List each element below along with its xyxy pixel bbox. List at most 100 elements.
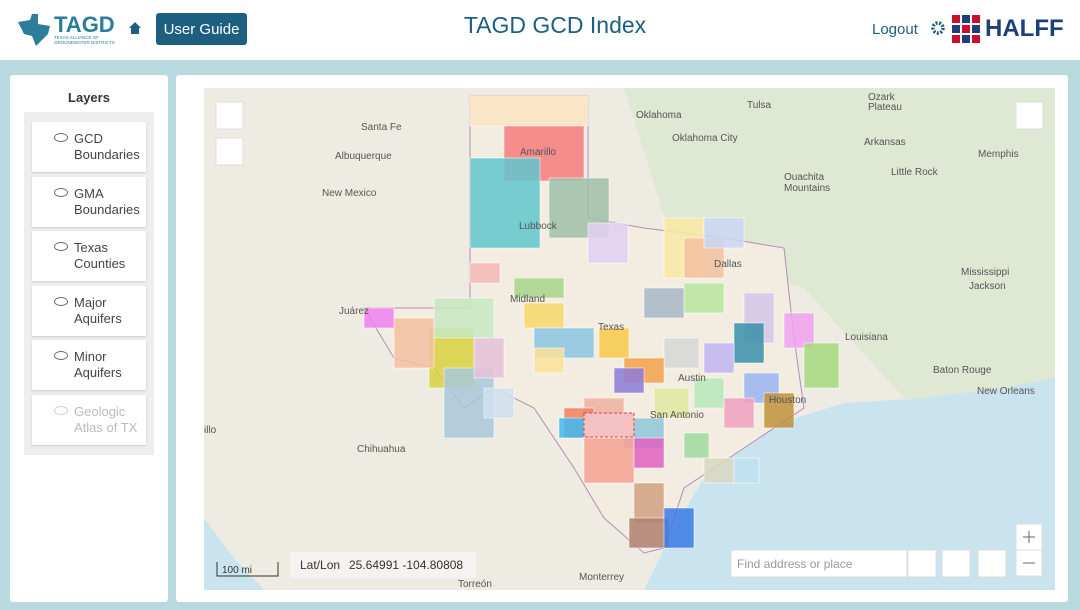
eye-icon xyxy=(54,351,68,360)
map-label: Midland xyxy=(510,294,545,305)
map-label: New Orleans xyxy=(977,386,1035,397)
gcd-district xyxy=(363,307,395,329)
gcd-district xyxy=(469,157,541,249)
print-button[interactable] xyxy=(215,137,244,166)
map-label: Texas xyxy=(598,322,624,333)
map-label: Lubbock xyxy=(519,221,558,232)
header: TAGD TEXAS ALLIANCE OF GROUNDWATER DISTR… xyxy=(0,0,1080,60)
scale-bar xyxy=(216,562,279,577)
layer-item[interactable]: GMA Boundaries xyxy=(32,176,146,227)
coords-value: 25.64991 -104.80808 xyxy=(349,558,463,572)
eye-icon xyxy=(54,405,68,415)
coords-box xyxy=(290,552,476,578)
map-label: Santa Fe xyxy=(361,122,402,133)
map-label: Dallas xyxy=(714,259,742,270)
legend-button[interactable] xyxy=(215,101,244,130)
gcd-district xyxy=(583,437,635,484)
gcd-district xyxy=(703,217,745,249)
eye-icon xyxy=(54,133,68,142)
map-label: illo xyxy=(204,425,217,436)
home-icon[interactable] xyxy=(128,21,142,35)
layer-item[interactable]: Texas Counties xyxy=(32,231,146,281)
eye-icon xyxy=(54,296,68,306)
coords-label: Lat/Lon xyxy=(300,558,340,572)
gcd-district xyxy=(703,342,735,374)
map-label: Plateau xyxy=(868,102,902,113)
map-label: Louisiana xyxy=(845,332,888,343)
gcd-district xyxy=(469,95,589,127)
map-label: Little Rock xyxy=(891,167,939,178)
map-label: Albuquerque xyxy=(335,151,392,162)
layer-item[interactable]: Geologic Atlas of TX xyxy=(32,394,146,445)
map-label: San Antonio xyxy=(650,410,704,421)
gcd-district xyxy=(653,387,690,419)
basemap-button[interactable] xyxy=(1015,101,1044,130)
logout-link[interactable]: Logout xyxy=(872,21,918,38)
gcd-district xyxy=(587,222,629,264)
gcd-district xyxy=(628,517,670,549)
map-label: New Mexico xyxy=(322,188,377,199)
layer-label: Minor Aquifers xyxy=(74,349,122,380)
user-guide-button[interactable]: User Guide xyxy=(156,13,247,45)
gcd-district xyxy=(469,262,501,284)
brand-icon xyxy=(952,15,980,43)
gcd-district xyxy=(683,432,710,459)
map-tool-button[interactable] xyxy=(977,549,1007,578)
map-label: Chihuahua xyxy=(357,444,406,455)
map-label: Torreón xyxy=(458,579,492,590)
eye-icon xyxy=(54,242,68,251)
settings-icon[interactable] xyxy=(931,21,945,35)
zoom-icons xyxy=(1023,531,1035,564)
map-label: Monterrey xyxy=(579,572,624,583)
layer-label: GCD Boundaries xyxy=(74,131,140,162)
gcd-district xyxy=(598,327,630,359)
layer-label: Texas Counties xyxy=(74,240,126,271)
layers-title: Layers xyxy=(68,90,110,105)
layer-item[interactable]: Minor Aquifers xyxy=(32,340,146,390)
map-label: Arkansas xyxy=(864,137,906,148)
map-label: Oklahoma City xyxy=(672,133,738,144)
gcd-district xyxy=(723,397,755,429)
gcd-district xyxy=(533,347,565,374)
map-label: Juárez xyxy=(339,306,369,317)
map-label: Mountains xyxy=(784,183,830,194)
pacific xyxy=(204,518,264,590)
gcd-district xyxy=(763,392,795,429)
map-tool-button[interactable] xyxy=(907,549,937,578)
terrain-green xyxy=(624,88,1055,418)
map-label: Memphis xyxy=(978,149,1019,160)
gcd-district xyxy=(633,482,665,524)
gcd-district xyxy=(473,337,505,379)
gcd-district xyxy=(663,507,695,549)
gcd-district xyxy=(783,312,815,349)
scale-label: 100 mi xyxy=(222,565,252,576)
gcd-district xyxy=(483,387,515,419)
logo-text: TAGD xyxy=(54,12,115,37)
layer-label: Major Aquifers xyxy=(74,294,122,326)
logo-subtitle: TEXAS ALLIANCE OF GROUNDWATER DISTRICTS xyxy=(54,35,115,45)
search-box[interactable] xyxy=(730,549,908,578)
brand-name: HALFF xyxy=(985,15,1064,42)
gcd-district xyxy=(663,337,700,369)
gcd-district xyxy=(558,417,585,439)
logo-icon xyxy=(18,14,50,46)
gcd-district xyxy=(643,287,685,319)
gcd-district xyxy=(803,342,840,389)
layer-label: Geologic Atlas of TX xyxy=(74,403,138,435)
search-placeholder: Find address or place xyxy=(737,557,853,571)
map-tool-button[interactable] xyxy=(941,549,971,578)
gcd-district xyxy=(513,277,565,299)
gcd-district xyxy=(613,367,645,394)
gcd-district xyxy=(433,297,495,339)
eye-icon xyxy=(54,187,68,197)
layer-item[interactable]: GCD Boundaries xyxy=(32,122,146,172)
gcd-district xyxy=(683,282,725,314)
map-label: Jackson xyxy=(969,281,1006,292)
layer-item[interactable]: Major Aquifers xyxy=(32,285,146,336)
map-label: Baton Rouge xyxy=(933,365,992,376)
page-title: TAGD GCD Index xyxy=(463,12,647,38)
map-label: Oklahoma xyxy=(636,110,682,121)
gcd-district xyxy=(393,317,435,369)
